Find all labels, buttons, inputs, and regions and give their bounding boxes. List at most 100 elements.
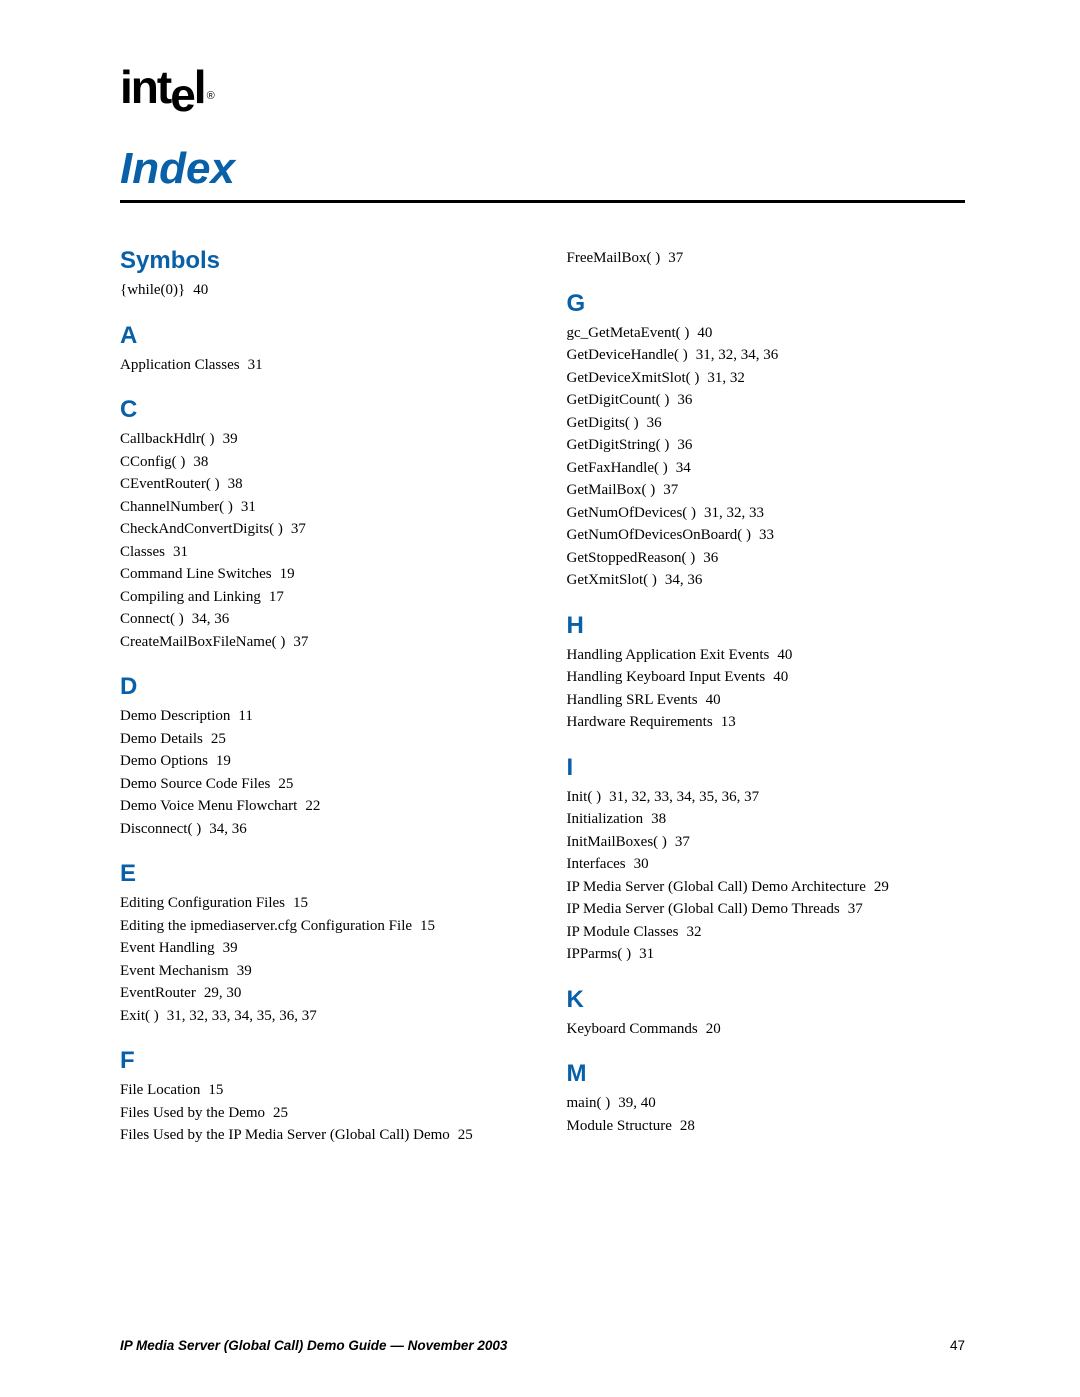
index-term: GetDeviceHandle( ) xyxy=(567,347,688,363)
index-entries: {while(0)}40 xyxy=(120,279,519,302)
index-entry: FreeMailBox( )37 xyxy=(567,247,966,270)
index-term: Application Classes xyxy=(120,357,240,373)
index-term: Handling Application Exit Events xyxy=(567,647,770,663)
index-pages: 25 xyxy=(458,1127,473,1143)
index-term: ChannelNumber( ) xyxy=(120,499,233,515)
index-pages: 28 xyxy=(680,1118,695,1134)
index-entry: GetDeviceXmitSlot( )31, 32 xyxy=(567,367,966,390)
index-term: Disconnect( ) xyxy=(120,821,201,837)
index-section-head: G xyxy=(567,290,966,318)
index-term: CEventRouter( ) xyxy=(120,476,220,492)
index-term: GetNumOfDevices( ) xyxy=(567,505,697,521)
index-term: Editing Configuration Files xyxy=(120,895,285,911)
index-term: Files Used by the Demo xyxy=(120,1105,265,1121)
index-pages: 37 xyxy=(675,834,690,850)
index-entry: IPParms( )31 xyxy=(567,943,966,966)
index-term: Compiling and Linking xyxy=(120,589,261,605)
index-pages: 15 xyxy=(208,1082,223,1098)
index-entry: Handling Keyboard Input Events 40 xyxy=(567,666,966,689)
index-entry: Files Used by the IP Media Server (Globa… xyxy=(120,1124,519,1147)
index-pages: 15 xyxy=(420,918,435,934)
index-entry: IP Media Server (Global Call) Demo Archi… xyxy=(567,876,966,899)
index-pages: 38 xyxy=(193,454,208,470)
index-pages: 38 xyxy=(651,811,666,827)
index-term: CallbackHdlr( ) xyxy=(120,431,215,447)
index-pages: 33 xyxy=(759,527,774,543)
index-pages: 19 xyxy=(280,566,295,582)
index-entries: Application Classes31 xyxy=(120,354,519,377)
index-entry: Classes31 xyxy=(120,541,519,564)
index-term: GetDigitString( ) xyxy=(567,437,670,453)
index-entry: GetNumOfDevices( )31, 32, 33 xyxy=(567,502,966,525)
index-section-head: K xyxy=(567,986,966,1014)
index-term: GetDigits( ) xyxy=(567,415,639,431)
index-pages: 40 xyxy=(697,325,712,341)
index-entry: CreateMailBoxFileName( )37 xyxy=(120,631,519,654)
index-entry: GetDigitCount( )36 xyxy=(567,389,966,412)
index-pages: 36 xyxy=(677,392,692,408)
index-section-head: C xyxy=(120,396,519,424)
index-term: Demo Details xyxy=(120,731,203,747)
index-pages: 38 xyxy=(228,476,243,492)
index-pages: 37 xyxy=(663,482,678,498)
index-term: Interfaces xyxy=(567,856,626,872)
index-pages: 31 xyxy=(639,946,654,962)
index-term: Handling SRL Events xyxy=(567,692,698,708)
index-entry: CConfig( )38 xyxy=(120,451,519,474)
index-section-head: A xyxy=(120,322,519,350)
index-pages: 39 xyxy=(223,431,238,447)
index-pages: 15 xyxy=(293,895,308,911)
index-entry: Exit( )31, 32, 33, 34, 35, 36, 37 xyxy=(120,1005,519,1028)
index-term: EventRouter xyxy=(120,985,196,1001)
index-pages: 39 xyxy=(237,963,252,979)
index-entry: Interfaces 30 xyxy=(567,853,966,876)
index-term: IP Module Classes xyxy=(567,924,679,940)
index-entry: GetDigits( )36 xyxy=(567,412,966,435)
index-term: Hardware Requirements xyxy=(567,714,713,730)
index-entries: FreeMailBox( )37 xyxy=(567,247,966,270)
index-pages: 34, 36 xyxy=(192,611,230,627)
index-pages: 40 xyxy=(777,647,792,663)
index-entries: File Location15Files Used by the Demo25F… xyxy=(120,1079,519,1147)
index-pages: 17 xyxy=(269,589,284,605)
footer-title: IP Media Server (Global Call) Demo Guide… xyxy=(120,1338,507,1353)
index-entry: Handling Application Exit Events 40 xyxy=(567,644,966,667)
index-term: Files Used by the IP Media Server (Globa… xyxy=(120,1127,450,1143)
index-term: Demo Options xyxy=(120,753,208,769)
index-pages: 13 xyxy=(721,714,736,730)
page-number: 47 xyxy=(950,1338,965,1353)
index-entry: Connect( )34, 36 xyxy=(120,608,519,631)
index-pages: 40 xyxy=(706,692,721,708)
index-term: CheckAndConvertDigits( ) xyxy=(120,521,283,537)
index-term: Handling Keyboard Input Events xyxy=(567,669,766,685)
index-term: gc_GetMetaEvent( ) xyxy=(567,325,690,341)
page-footer: IP Media Server (Global Call) Demo Guide… xyxy=(120,1338,965,1353)
index-pages: 25 xyxy=(278,776,293,792)
index-entry: CallbackHdlr( ) 39 xyxy=(120,428,519,451)
index-entry: Event Mechanism39 xyxy=(120,960,519,983)
index-entry: GetNumOfDevicesOnBoard( )33 xyxy=(567,524,966,547)
index-pages: 39 xyxy=(223,940,238,956)
index-term: Editing the ipmediaserver.cfg Configurat… xyxy=(120,918,412,934)
index-term: Event Handling xyxy=(120,940,215,956)
index-entry: CEventRouter( ) 38 xyxy=(120,473,519,496)
index-entry: Disconnect( )34, 36 xyxy=(120,818,519,841)
index-entries: Handling Application Exit Events40Handli… xyxy=(567,644,966,734)
index-pages: 40 xyxy=(193,282,208,298)
index-pages: 34, 36 xyxy=(665,572,703,588)
index-term: Demo Voice Menu Flowchart xyxy=(120,798,297,814)
index-entries: Editing Configuration Files 15 Editing the… xyxy=(120,892,519,1027)
index-section-head: E xyxy=(120,860,519,888)
index-entry: Initialization38 xyxy=(567,808,966,831)
index-section-head: M xyxy=(567,1060,966,1088)
index-term: GetXmitSlot( ) xyxy=(567,572,657,588)
index-section-head: F xyxy=(120,1047,519,1075)
index-pages: 25 xyxy=(211,731,226,747)
index-pages: 30 xyxy=(634,856,649,872)
index-entry: Init( )31, 32, 33, 34, 35, 36, 37 xyxy=(567,786,966,809)
index-term: Keyboard Commands xyxy=(567,1021,698,1037)
index-pages: 40 xyxy=(773,669,788,685)
index-entry: Editing Configuration Files 15 xyxy=(120,892,519,915)
index-term: Module Structure xyxy=(567,1118,672,1134)
index-entry: Handling SRL Events 40 xyxy=(567,689,966,712)
